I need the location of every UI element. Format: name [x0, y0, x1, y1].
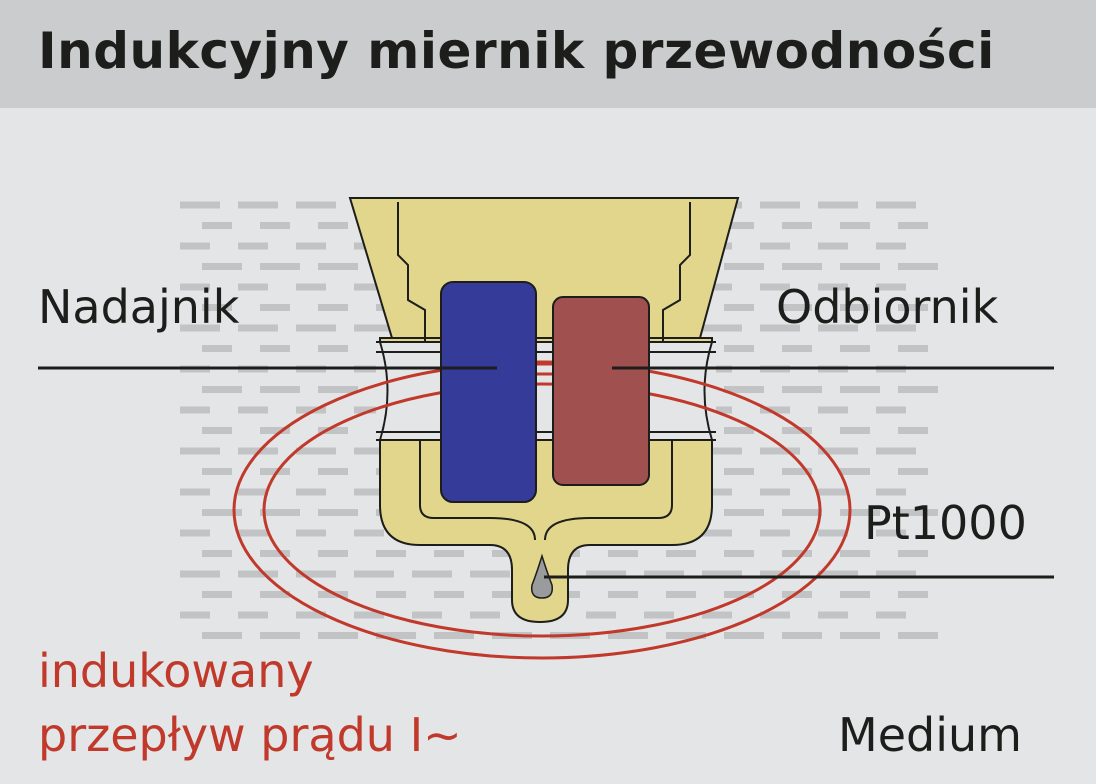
transmitter-coil [440, 281, 537, 503]
label-induced-current-line1: indukowany [38, 644, 314, 698]
leader-lines [38, 366, 1054, 579]
label-transmitter: Nadajnik [38, 280, 240, 334]
sensor-housing [348, 197, 740, 624]
page-title: Indukcyjny miernik przewodności [38, 22, 995, 80]
receiver-coil [552, 296, 650, 486]
label-pt1000: Pt1000 [864, 496, 1027, 550]
label-medium: Medium [838, 708, 1022, 762]
label-receiver: Odbiornik [776, 280, 999, 334]
label-induced-current-line2: przepływ prądu I~ [38, 708, 462, 762]
header-bar: Indukcyjny miernik przewodności [0, 0, 1096, 108]
